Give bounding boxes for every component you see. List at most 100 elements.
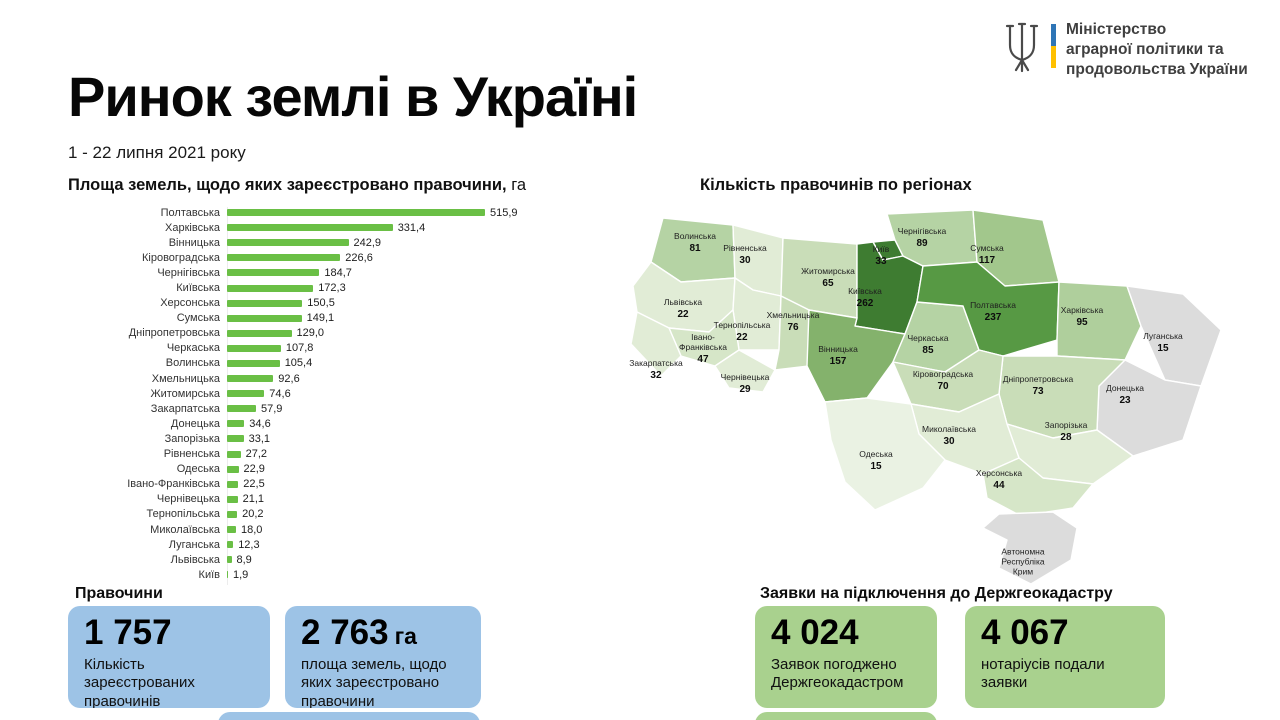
flag-bar-icon	[1051, 24, 1056, 68]
bar	[227, 375, 274, 383]
stat-card-deals-count: 1 757 Кількість зареєстрованих правочині…	[68, 606, 270, 708]
bar-row: Житомирська 74,6	[68, 386, 628, 401]
ukraine-map-svg	[630, 209, 1222, 585]
bar-row: Закарпатська 57,9	[68, 401, 628, 416]
stat-label: нотаріусів подали заявки	[981, 655, 1105, 692]
partial-card-blue	[218, 712, 480, 720]
bar-value-label: 21,1	[242, 493, 265, 506]
bar	[227, 541, 234, 549]
bar-row: Запорізька 33,1	[68, 431, 628, 446]
bar-row: Луганська 12,3	[68, 537, 628, 552]
ministry-line-2: аграрної політики та	[1066, 40, 1224, 58]
page-title: Ринок землі в Україні	[68, 65, 638, 128]
bar-category-label: Запорізька	[164, 432, 220, 445]
bar-category-label: Кіровоградська	[142, 251, 220, 264]
bar-category-label: Чернівецька	[156, 493, 220, 506]
bar	[227, 284, 314, 292]
bar-category-label: Донецька	[170, 417, 220, 430]
partial-card-green	[755, 712, 937, 720]
bar	[227, 495, 238, 503]
bar	[227, 480, 239, 488]
bar-value-label: 1,9	[233, 568, 249, 581]
bar-value-label: 129,0	[296, 327, 325, 340]
bar-value-label: 74,6	[269, 387, 291, 400]
bar-value-label: 20,2	[242, 508, 264, 521]
bar-value-label: 331,4	[397, 221, 426, 234]
bar-category-label: Рівненська	[163, 448, 220, 461]
bar-value-label: 242,9	[353, 236, 382, 249]
bar	[227, 526, 236, 534]
bar	[227, 405, 256, 413]
bar	[227, 571, 228, 579]
bar-value-label: 515,9	[490, 206, 518, 219]
stat-label: Кількість зареєстрованих правочинів	[84, 655, 195, 708]
bar-category-label: Миколаївська	[150, 523, 220, 536]
bar	[227, 224, 393, 232]
bar-value-label: 105,4	[284, 357, 313, 370]
bar-value-label: 150,5	[307, 297, 335, 310]
bar-category-label: Чернігівська	[157, 266, 220, 279]
bar-category-label: Вінницька	[168, 236, 220, 249]
bar-category-label: Сумська	[176, 312, 220, 325]
bar-category-label: Київ	[198, 568, 220, 581]
ministry-line-3: продовольства України	[1066, 60, 1248, 78]
stat-value: 4 067	[981, 613, 1069, 652]
bar-row: Полтавська 515,9	[68, 205, 628, 220]
date-range: 1 - 22 липня 2021 року	[68, 143, 246, 162]
bar-row: Миколаївська 18,0	[68, 522, 628, 537]
ministry-name: Міністерство аграрної політики та продов…	[1066, 20, 1248, 79]
bar-row: Чернівецька 21,1	[68, 492, 628, 507]
bar-row: Сумська 149,1	[68, 311, 628, 326]
bar-row: Вінницька 242,9	[68, 235, 628, 250]
bar-value-label: 12,3	[238, 538, 260, 551]
bar-category-label: Луганська	[168, 538, 220, 551]
bar-category-label: Тернопільська	[146, 508, 220, 521]
bar-row: Дніпропетровська 129,0	[68, 326, 628, 341]
stat-card-deals-area: 2 763 га площа земель, щодо яких зареєстр…	[285, 606, 481, 708]
bar-row: Київська 172,3	[68, 280, 628, 295]
bar-row: Кіровоградська 226,6	[68, 250, 628, 265]
bar-chart: Полтавська 515,9 Харківська 331,4 Вінницька 2…	[68, 205, 628, 582]
ministry-line-1: Міністерство	[1066, 21, 1167, 38]
bar-chart-title-unit: га	[511, 176, 527, 194]
bar	[227, 329, 292, 337]
stat-value: 2 763 га	[301, 613, 417, 652]
bar-value-label: 107,8	[285, 342, 314, 355]
stat-card-applications-approved: 4 024 Заявок погоджено Держгеокадастром	[755, 606, 937, 708]
map-title: Кількість правочинів по регіонах	[700, 176, 972, 194]
bar-chart-title-text: Площа земель, щодо яких зареєстровано пр…	[68, 176, 507, 194]
bar	[227, 239, 349, 247]
bar-value-label: 226,6	[345, 251, 373, 264]
bar-row: Донецька 34,6	[68, 416, 628, 431]
bar	[227, 299, 303, 307]
bar-value-label: 33,1	[248, 432, 271, 445]
bar	[227, 314, 302, 322]
stat-unit: га	[394, 623, 417, 649]
ministry-logo: Міністерство аграрної політики та продов…	[1002, 20, 1248, 79]
bar	[227, 556, 232, 564]
bar-row: Черкаська 107,8	[68, 341, 628, 356]
bar	[227, 435, 244, 443]
bar-category-label: Полтавська	[160, 206, 220, 219]
bar-category-label: Дніпропетровська	[128, 327, 220, 340]
deals-section-label: Правочини	[75, 585, 163, 602]
map-region	[982, 511, 1078, 585]
ukraine-map: Волинська 81 Рівненська 30 Житомирська 65 Київ…	[625, 198, 1235, 598]
bar-chart-title: Площа земель, щодо яких зареєстровано пр…	[68, 176, 526, 195]
bar-value-label: 18,0	[241, 523, 263, 536]
bar-value-label: 27,2	[245, 448, 268, 461]
stat-value: 1 757	[84, 613, 172, 652]
bar-value-label: 149,1	[306, 312, 335, 325]
stat-card-notaries: 4 067 нотаріусів подали заявки	[965, 606, 1165, 708]
bar-value-label: 184,7	[324, 266, 352, 279]
bar-category-label: Хмельницька	[151, 372, 220, 385]
bar-row: Чернігівська 184,7	[68, 265, 628, 280]
bar-category-label: Херсонська	[160, 297, 220, 310]
bar-category-label: Черкаська	[166, 342, 220, 355]
bar	[227, 420, 245, 428]
bar-value-label: 22,5	[243, 478, 265, 491]
bar-category-label: Одеська	[176, 463, 220, 476]
bar	[227, 450, 241, 458]
bar-category-label: Закарпатська	[150, 402, 220, 415]
